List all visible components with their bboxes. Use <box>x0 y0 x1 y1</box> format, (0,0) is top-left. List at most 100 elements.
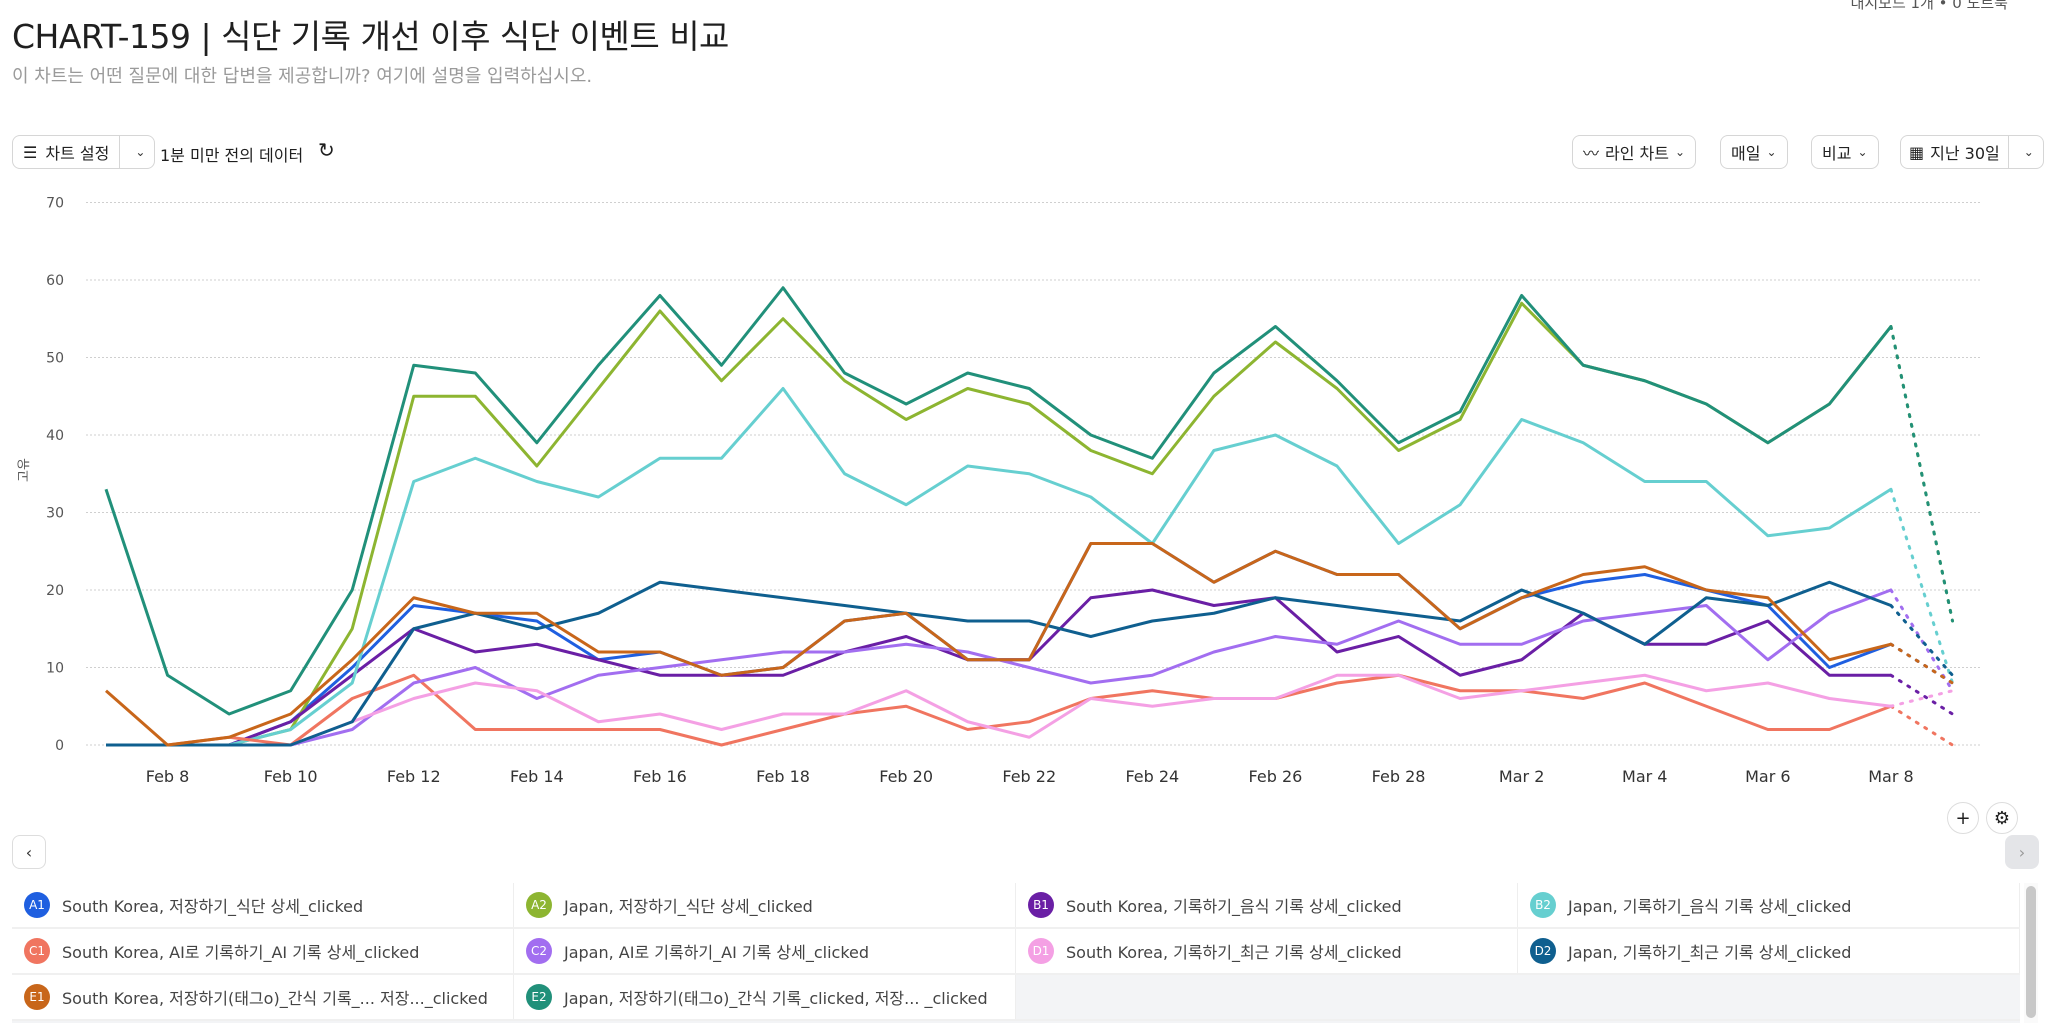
x-tick-label: Feb 22 <box>1002 767 1056 786</box>
y-tick-label: 0 <box>55 738 64 754</box>
legend-label: South Korea, 저장하기_식단 상세_clicked <box>62 897 364 916</box>
refresh-icon[interactable]: ↻ <box>318 138 335 162</box>
legend-item[interactable]: C2 Japan, AI로 기록하기_AI 기록 상세_clicked <box>514 929 1016 973</box>
legend-label: Japan, 기록하기_최근 기록 상세_clicked <box>1568 943 1852 962</box>
series-badge: B2 <box>1530 892 1556 918</box>
series-partial-B1 <box>1889 673 1954 716</box>
chevron-down-icon: ⌄ <box>1857 145 1868 159</box>
series-line-D1 <box>106 673 1892 747</box>
date-range-group: ▦ 지난 30일 ⌄ <box>1900 135 2044 169</box>
plus-icon: + <box>1955 807 1971 829</box>
legend-item[interactable]: D1 South Korea, 기록하기_최근 기록 상세_clicked <box>1016 929 1518 973</box>
x-tick-label: Feb 18 <box>756 767 810 786</box>
chart-settings-gear-button[interactable]: ⚙ <box>1986 802 2018 834</box>
chart-description[interactable]: 이 차트는 어떤 질문에 대한 답변을 제공합니까? 여기에 설명을 입력하십시… <box>12 66 593 87</box>
compare-dropdown[interactable]: 비교 ⌄ <box>1811 135 1879 169</box>
series-badge: A2 <box>526 892 552 918</box>
legend-table: A1 South Korea, 저장하기_식단 상세_clicked A2 Japan… <box>12 883 2020 1023</box>
series-line-E1 <box>105 542 1892 747</box>
x-tick-label: Feb 14 <box>510 767 564 786</box>
legend-item[interactable]: E1 South Korea, 저장하기(태그o)_간식 기록_... 저장...… <box>12 975 514 1019</box>
x-tick-label: Feb 26 <box>1249 767 1303 786</box>
page-title[interactable]: CHART-159 | 식단 기록 개선 이후 식단 이벤트 비교 <box>12 17 729 56</box>
series-line-B2 <box>106 387 1892 747</box>
legend-empty-cell <box>1518 975 2020 1019</box>
chart-settings-button[interactable]: ☰ 차트 설정 <box>13 136 121 168</box>
legend-label: South Korea, 저장하기(태그o)_간식 기록_... 저장..._c… <box>62 989 488 1008</box>
interval-dropdown[interactable]: 매일 ⌄ <box>1720 135 1788 169</box>
series-badge: E1 <box>24 984 50 1010</box>
legend-scrollbar-thumb[interactable] <box>2026 886 2036 1018</box>
add-button[interactable]: + <box>1947 802 1979 834</box>
series-line-E2 <box>104 286 1893 716</box>
x-tick-label: Feb 24 <box>1125 767 1179 786</box>
legend-item[interactable]: B2 Japan, 기록하기_음식 기록 상세_clicked <box>1518 883 2020 927</box>
date-range-label: 지난 30일 <box>1930 144 2000 163</box>
series-badge: A1 <box>24 892 50 918</box>
series-partial-C1 <box>1889 704 1954 747</box>
legend-prev-button[interactable]: ‹ <box>12 835 46 869</box>
chevron-down-icon: ⌄ <box>1766 145 1777 159</box>
legend-label: South Korea, 기록하기_최근 기록 상세_clicked <box>1066 943 1402 962</box>
legend-label: Japan, 저장하기(태그o)_간식 기록_clicked, 저장... _c… <box>564 989 988 1008</box>
y-tick-label: 50 <box>46 351 64 367</box>
series-partial-C2 <box>1889 588 1954 693</box>
date-range-button[interactable]: ▦ 지난 30일 <box>1901 136 2009 168</box>
legend-item[interactable]: D2 Japan, 기록하기_최근 기록 상세_clicked <box>1518 929 2020 973</box>
legend-next-button[interactable]: › <box>2005 835 2039 869</box>
series-partial-D1 <box>1889 689 1954 708</box>
y-tick-label: 20 <box>46 583 64 599</box>
legend-item[interactable]: A1 South Korea, 저장하기_식단 상세_clicked <box>12 883 514 927</box>
series-badge: B1 <box>1028 892 1054 918</box>
legend-row: C1 South Korea, AI로 기록하기_AI 기록 상세_clicked… <box>12 929 2020 975</box>
series-badge: C2 <box>526 938 552 964</box>
y-tick-label: 10 <box>46 661 64 677</box>
legend-label: Japan, AI로 기록하기_AI 기록 상세_clicked <box>564 943 870 962</box>
chevron-down-icon[interactable]: ⌄ <box>135 145 146 159</box>
legend-label: South Korea, 기록하기_음식 기록 상세_clicked <box>1066 897 1402 916</box>
legend-label: South Korea, AI로 기록하기_AI 기록 상세_clicked <box>62 943 420 962</box>
data-freshness: 1분 미만 전의 데이터 <box>160 146 304 165</box>
x-tick-label: Mar 8 <box>1868 767 1913 786</box>
x-tick-label: Feb 12 <box>387 767 441 786</box>
series-line-C1 <box>106 673 1892 747</box>
legend-item[interactable]: C1 South Korea, AI로 기록하기_AI 기록 상세_clicked <box>12 929 514 973</box>
series-partial-E2 <box>1889 325 1954 623</box>
x-tick-label: Mar 2 <box>1499 767 1544 786</box>
x-tick-label: Feb 16 <box>633 767 687 786</box>
legend-row: A1 South Korea, 저장하기_식단 상세_clicked A2 Japan… <box>12 883 2020 929</box>
legend-label: Japan, 저장하기_식단 상세_clicked <box>564 897 813 916</box>
y-tick-label: 40 <box>46 428 64 444</box>
legend-item[interactable]: B1 South Korea, 기록하기_음식 기록 상세_clicked <box>1016 883 1518 927</box>
series-line-D2 <box>106 580 1892 747</box>
y-tick-label: 70 <box>46 196 64 212</box>
series-badge: E2 <box>526 984 552 1010</box>
calendar-icon: ▦ <box>1909 142 1925 162</box>
legend-item[interactable]: E2 Japan, 저장하기(태그o)_간식 기록_clicked, 저장... … <box>514 975 1016 1019</box>
chart-settings-label: 차트 설정 <box>45 144 110 163</box>
y-tick-label: 30 <box>46 506 64 522</box>
chart-settings-button-group: ☰ 차트 설정 ⌄ <box>12 135 156 169</box>
chart-type-label: 라인 차트 <box>1605 144 1669 163</box>
line-chart-icon: 〰 <box>1583 144 1600 163</box>
series-badge: C1 <box>24 938 50 964</box>
interval-label: 매일 <box>1731 144 1761 163</box>
dashboard-count-note: 대시보드 1개 • 0 노트북 <box>1850 0 2008 12</box>
chart-type-dropdown[interactable]: 〰 라인 차트 ⌄ <box>1572 135 1697 169</box>
gear-icon: ⚙ <box>1993 807 2011 829</box>
series-badge: D1 <box>1028 938 1054 964</box>
chevron-down-icon: ⌄ <box>1674 145 1686 159</box>
y-axis-label: 고유 <box>17 458 32 482</box>
legend-row: E1 South Korea, 저장하기(태그o)_간식 기록_... 저장...… <box>12 975 2020 1021</box>
compare-label: 비교 <box>1822 144 1852 163</box>
y-tick-label: 60 <box>46 273 64 289</box>
chevron-right-icon: › <box>2018 842 2026 862</box>
legend-empty-cell <box>1016 975 1518 1019</box>
x-tick-label: Mar 6 <box>1745 767 1790 786</box>
x-tick-label: Feb 10 <box>264 767 318 786</box>
legend-item[interactable]: A2 Japan, 저장하기_식단 상세_clicked <box>514 883 1016 927</box>
series-badge: D2 <box>1530 938 1556 964</box>
x-tick-label: Feb 20 <box>879 767 933 786</box>
x-tick-label: Feb 8 <box>146 767 190 786</box>
chevron-down-icon[interactable]: ⌄ <box>2023 145 2034 159</box>
